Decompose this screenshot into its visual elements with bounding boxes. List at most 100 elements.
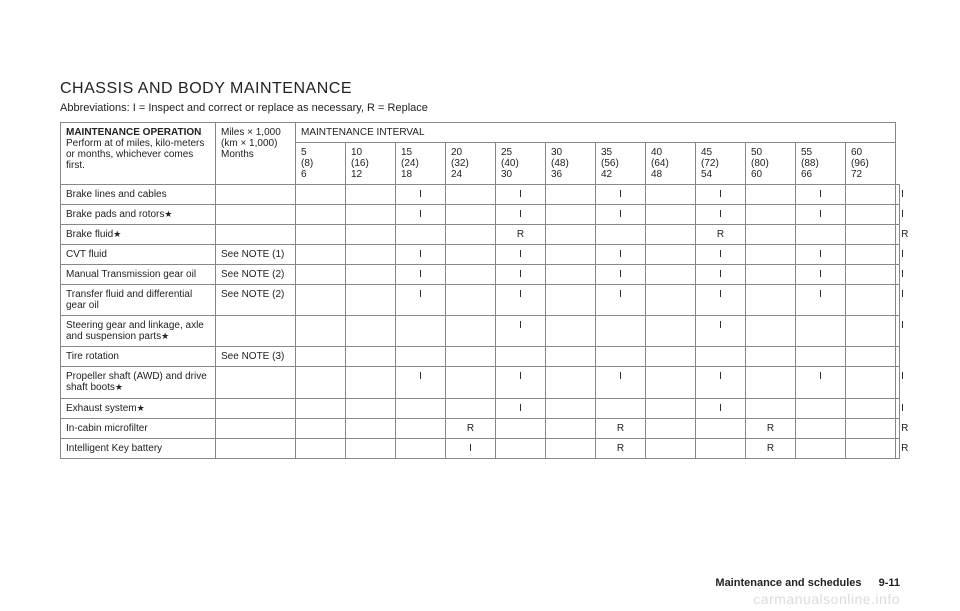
footer-section: Maintenance and schedules	[715, 577, 861, 589]
row-cell	[596, 316, 646, 347]
row-operation: Intelligent Key battery	[61, 438, 216, 458]
interval-miles: 50	[751, 147, 762, 158]
interval-months: 6	[301, 169, 307, 180]
row-cell	[746, 225, 796, 245]
row-cell	[296, 438, 346, 458]
row-cell	[646, 245, 696, 265]
header-interval-cell: 60(96)72	[846, 143, 896, 185]
row-cell: I	[796, 185, 846, 205]
interval-km: (16)	[351, 158, 369, 169]
row-cell	[846, 438, 896, 458]
header-unit-months: Months	[221, 149, 254, 160]
row-operation: Transfer fluid and differential gear oil	[61, 285, 216, 316]
row-note	[216, 185, 296, 205]
row-cell: I	[596, 367, 646, 398]
row-cell	[646, 347, 696, 367]
row-cell: I	[596, 185, 646, 205]
row-cell	[646, 285, 696, 316]
table-header: MAINTENANCE OPERATION Perform at of mile…	[61, 123, 900, 185]
header-interval-cell: 55(88)66	[796, 143, 846, 185]
row-cell: I	[796, 265, 846, 285]
row-operation: Tire rotation	[61, 347, 216, 367]
row-cell	[746, 398, 796, 418]
interval-km: (96)	[851, 158, 869, 169]
interval-km: (56)	[601, 158, 619, 169]
interval-months: 36	[551, 169, 562, 180]
header-interval-cell: 35(56)42	[596, 143, 646, 185]
row-cell	[446, 347, 496, 367]
row-cell	[746, 367, 796, 398]
row-cell	[346, 285, 396, 316]
row-note	[216, 438, 296, 458]
row-cell	[296, 225, 346, 245]
row-cell: I	[696, 245, 746, 265]
row-cell	[546, 367, 596, 398]
row-cell	[796, 398, 846, 418]
row-operation: Exhaust system★	[61, 398, 216, 418]
row-cell	[296, 185, 346, 205]
row-cell: R	[496, 225, 546, 245]
row-cell	[346, 245, 396, 265]
header-interval-cell: 30(48)36	[546, 143, 596, 185]
row-cell	[296, 347, 346, 367]
row-cell	[646, 225, 696, 245]
row-cell	[746, 265, 796, 285]
row-cell: I	[896, 265, 900, 285]
row-cell	[346, 347, 396, 367]
row-cell	[696, 347, 746, 367]
row-cell	[546, 265, 596, 285]
row-cell	[296, 398, 346, 418]
interval-miles: 55	[801, 147, 812, 158]
row-cell	[346, 316, 396, 347]
star-icon: ★	[137, 403, 145, 413]
row-note: See NOTE (2)	[216, 265, 296, 285]
row-cell	[796, 225, 846, 245]
row-cell: I	[696, 265, 746, 285]
row-cell	[846, 347, 896, 367]
row-operation: In-cabin microfilter	[61, 418, 216, 438]
row-cell	[446, 398, 496, 418]
row-cell	[546, 316, 596, 347]
row-operation: Manual Transmission gear oil	[61, 265, 216, 285]
star-icon: ★	[113, 229, 121, 239]
row-cell	[296, 367, 346, 398]
interval-miles: 45	[701, 147, 712, 158]
row-cell: I	[696, 205, 746, 225]
row-cell	[446, 367, 496, 398]
row-cell	[496, 418, 546, 438]
row-cell: I	[396, 185, 446, 205]
interval-months: 48	[651, 169, 662, 180]
row-cell	[746, 205, 796, 225]
row-operation: Brake fluid★	[61, 225, 216, 245]
row-cell	[446, 225, 496, 245]
row-cell	[496, 438, 546, 458]
row-cell: R	[746, 418, 796, 438]
interval-miles: 30	[551, 147, 562, 158]
row-cell	[746, 316, 796, 347]
header-unit-miles: Miles × 1,000	[221, 127, 281, 138]
interval-miles: 25	[501, 147, 512, 158]
row-cell: I	[896, 245, 900, 265]
row-cell	[846, 285, 896, 316]
interval-miles: 20	[451, 147, 462, 158]
interval-km: (64)	[651, 158, 669, 169]
row-cell	[546, 285, 596, 316]
row-cell: I	[496, 367, 546, 398]
row-cell	[396, 316, 446, 347]
row-cell: I	[396, 367, 446, 398]
row-cell	[646, 367, 696, 398]
star-icon: ★	[164, 209, 172, 219]
table-row: In-cabin microfilterRRRR	[61, 418, 900, 438]
header-interval-cell: 45(72)54	[696, 143, 746, 185]
header-interval-cell: 15(24)18	[396, 143, 446, 185]
row-cell	[396, 438, 446, 458]
header-interval-cell: 50(80)60	[746, 143, 796, 185]
interval-miles: 5	[301, 147, 307, 158]
row-cell: R	[596, 438, 646, 458]
row-cell	[746, 185, 796, 205]
table-row: Intelligent Key batteryIRRR	[61, 438, 900, 458]
row-note	[216, 398, 296, 418]
row-cell: I	[796, 205, 846, 225]
row-cell: R	[696, 225, 746, 245]
interval-miles: 10	[351, 147, 362, 158]
